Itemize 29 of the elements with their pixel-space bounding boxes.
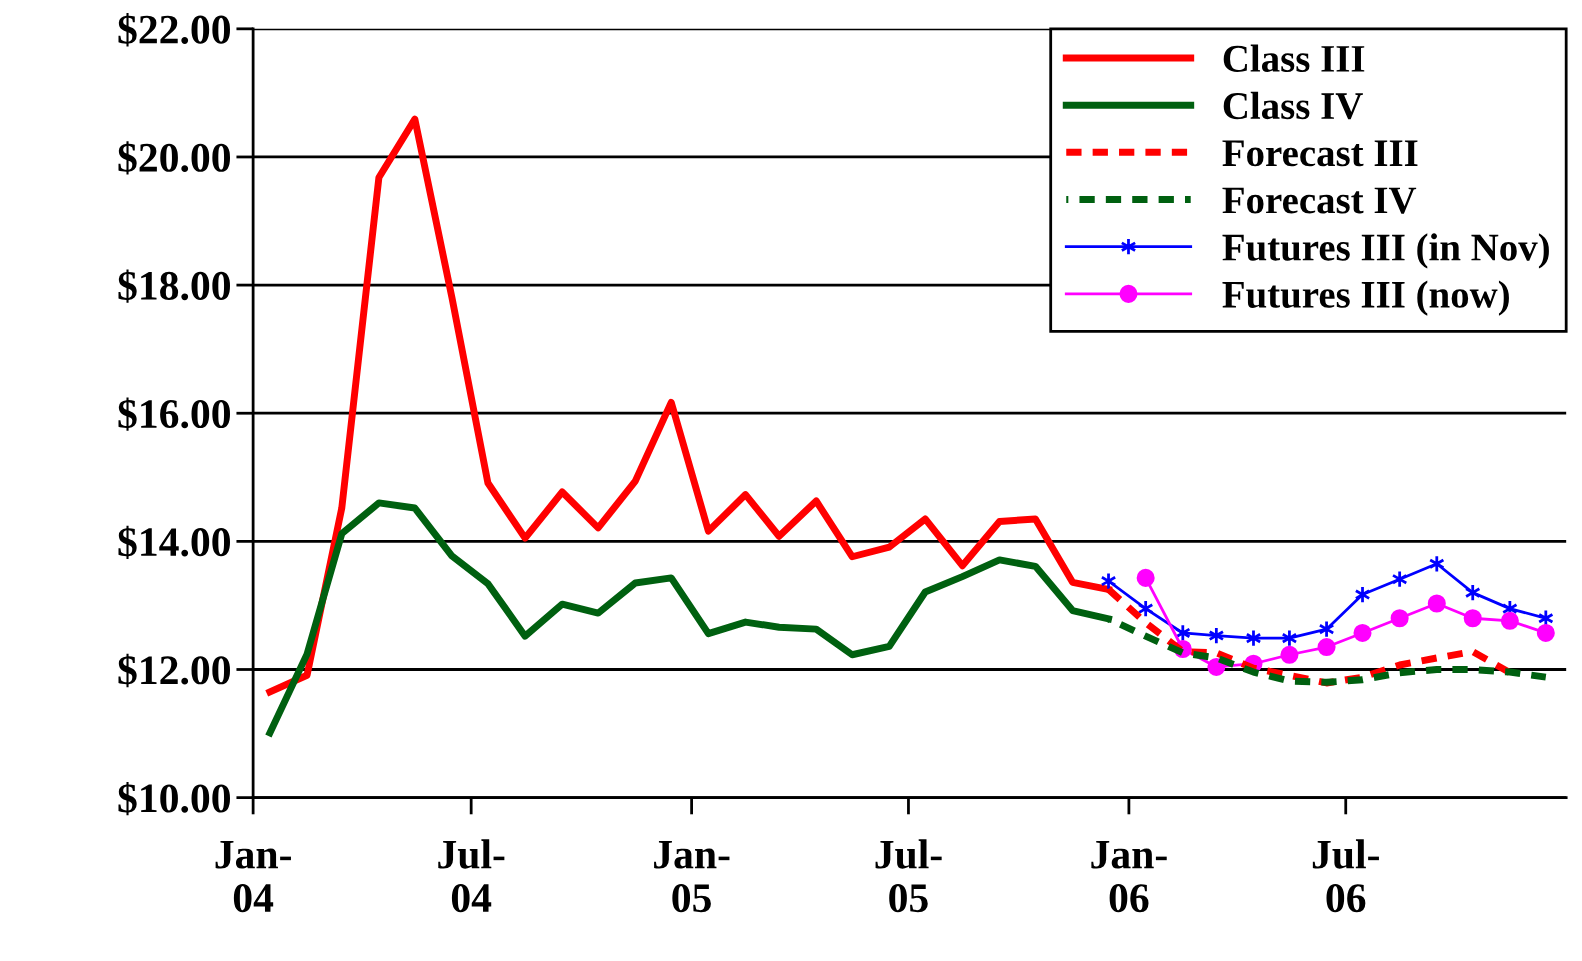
point: [1500, 611, 1519, 630]
y-tick-label: $16.00: [118, 397, 230, 431]
x-tick-label: Jan- 06: [1091, 840, 1167, 913]
y-tick-label: $10.00: [118, 781, 230, 816]
y-tick-label: $20.00: [118, 141, 230, 175]
legend-label: Class III: [1223, 44, 1365, 72]
point: [1536, 623, 1555, 643]
point: [1353, 623, 1372, 643]
point: [1463, 609, 1482, 628]
point: [1390, 609, 1409, 628]
x-tick-label: Jul- 04: [438, 839, 505, 913]
legend-label: Futures III (in Nov): [1222, 233, 1549, 269]
x-tick-label: Jul- 06: [1312, 839, 1379, 913]
y-tick-label: $18.00: [118, 269, 230, 303]
legend-label: Futures III (now): [1222, 280, 1509, 316]
legend-label: Forecast IV: [1222, 187, 1417, 214]
point: [1317, 638, 1336, 657]
y-tick-label: $22.00: [118, 13, 230, 47]
point: [1136, 568, 1155, 587]
x-tick-label: Jan- 05: [654, 840, 730, 913]
legend-label: Class IV: [1223, 91, 1363, 120]
y-tick-label: $14.00: [118, 525, 230, 559]
y-tick-label: $12.00: [118, 653, 230, 688]
x-tick-label: Jul- 05: [875, 839, 942, 913]
x-tick-label: Jan- 04: [215, 840, 291, 913]
point: [1207, 657, 1226, 676]
legend-label: Forecast III: [1222, 140, 1418, 167]
point: [1427, 594, 1446, 613]
point: [1280, 645, 1299, 664]
